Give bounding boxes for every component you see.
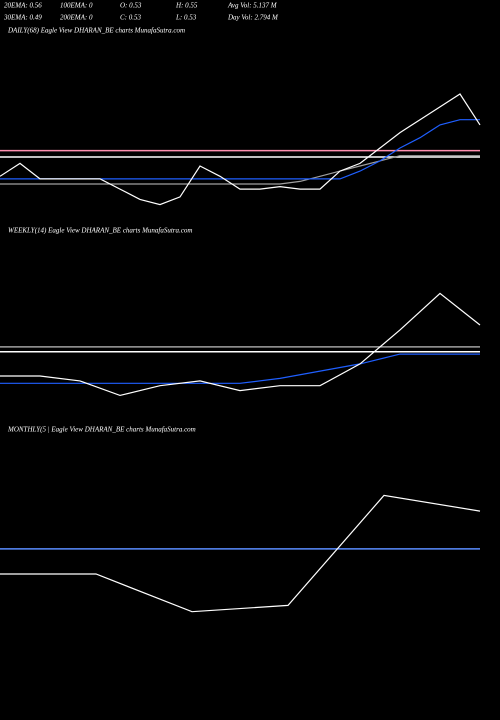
header-stat: Day Vol: 2.794 M <box>227 14 279 22</box>
header-stat: 30EMA: 0.49 <box>3 14 42 22</box>
panel-title: MONTHLY(5 | Eagle View DHARAN_BE charts … <box>7 426 196 434</box>
header-stat: 200EMA: 0 <box>60 14 93 22</box>
price-line <box>0 353 480 384</box>
header-stat: O: 0.53 <box>120 2 142 10</box>
price-line <box>0 292 481 397</box>
panel-title: DAILY(68) Eagle View DHARAN_BE charts Mu… <box>7 27 185 35</box>
price-line <box>0 155 480 185</box>
header-stat: Avg Vol: 5.137 M <box>227 2 278 10</box>
header-stat: C: 0.53 <box>120 14 142 22</box>
price-line <box>0 93 481 206</box>
price-line <box>0 494 481 613</box>
header-stat: 20EMA: 0.56 <box>4 2 42 10</box>
price-line <box>0 119 480 180</box>
panel-title: WEEKLY(14) Eagle View DHARAN_BE charts M… <box>8 227 192 235</box>
header-stat: H: 0.55 <box>175 2 198 10</box>
header-stat: L: 0.53 <box>175 14 197 22</box>
header-stat: 100EMA: 0 <box>60 2 93 10</box>
